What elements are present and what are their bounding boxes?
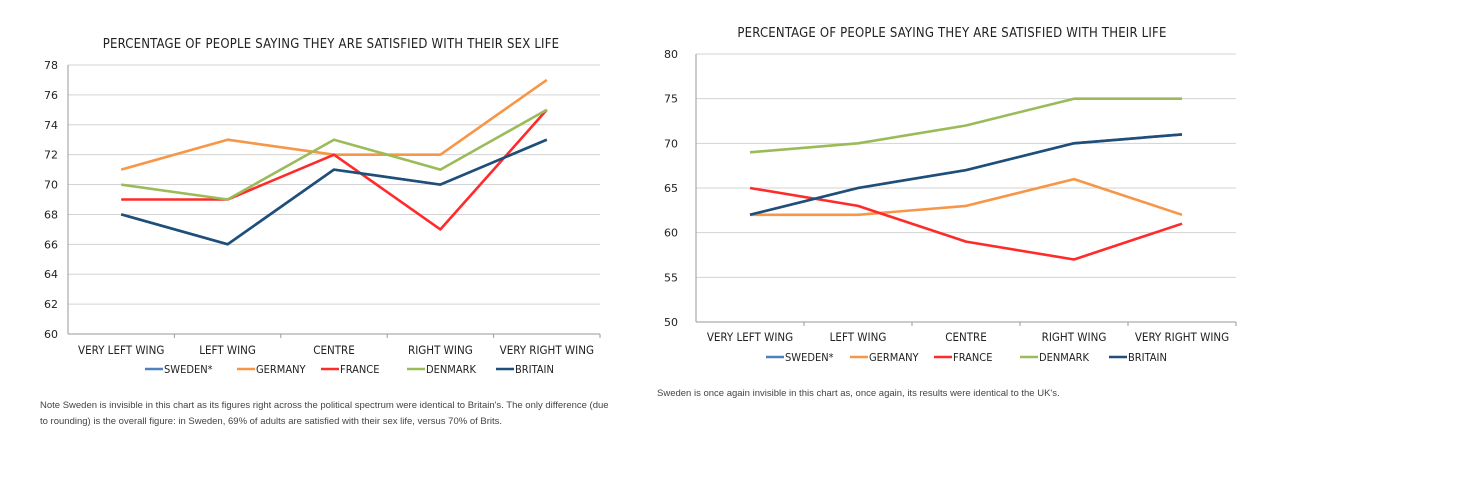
series-line-denmark (121, 108, 548, 201)
legend-label: FRANCE (953, 351, 992, 364)
x-tick-label: VERY RIGHT WING (500, 343, 594, 357)
y-tick-label: 70 (664, 137, 678, 150)
x-tick-label: LEFT WING (199, 343, 256, 357)
legend-label: BRITAIN (1128, 351, 1167, 364)
chart-title: PERCENTAGE OF PEOPLE SAYING THEY ARE SAT… (103, 37, 559, 52)
x-tick-label: LEFT WING (830, 330, 887, 344)
y-tick-label: 70 (44, 179, 58, 192)
x-tick-label: CENTRE (945, 330, 987, 344)
y-tick-label: 55 (664, 271, 678, 284)
legend-label: SWEDEN* (785, 351, 834, 364)
y-tick-label: 60 (44, 328, 58, 341)
series-line-denmark (749, 97, 1182, 154)
life-satisfaction-chart-panel: PERCENTAGE OF PEOPLE SAYING THEY ARE SAT… (640, 0, 1280, 483)
x-tick-label: VERY LEFT WING (78, 343, 164, 357)
y-tick-label: 60 (664, 227, 678, 240)
legend-label: FRANCE (340, 363, 379, 376)
series-line-germany (750, 177, 1183, 217)
series-line-britain (120, 138, 548, 246)
x-tick-label: RIGHT WING (1042, 330, 1107, 344)
legend-label: BRITAIN (515, 363, 554, 376)
series-line-britain (749, 133, 1183, 217)
y-tick-label: 64 (44, 268, 58, 281)
y-tick-label: 50 (664, 316, 678, 329)
legend-label: DENMARK (1039, 351, 1089, 364)
y-tick-label: 76 (44, 89, 58, 102)
life-satisfaction-chart: PERCENTAGE OF PEOPLE SAYING THEY ARE SAT… (664, 26, 1237, 364)
y-tick-label: 65 (664, 182, 678, 195)
legend-label: DENMARK (426, 363, 476, 376)
legend-label: GERMANY (869, 351, 920, 364)
chart-title: PERCENTAGE OF PEOPLE SAYING THEY ARE SAT… (737, 26, 1166, 41)
sex-life-chart-note: Note Sweden is invisible in this chart a… (40, 400, 609, 427)
y-tick-label: 68 (44, 208, 58, 221)
y-tick-label: 62 (44, 298, 58, 311)
x-tick-label: RIGHT WING (408, 343, 473, 357)
y-tick-label: 74 (44, 119, 58, 132)
y-tick-label: 80 (664, 48, 678, 61)
y-tick-label: 72 (44, 149, 58, 162)
legend-label: GERMANY (256, 363, 307, 376)
x-tick-label: VERY LEFT WING (707, 330, 793, 344)
y-tick-label: 75 (664, 93, 678, 106)
series-line-france (121, 108, 548, 231)
x-tick-label: CENTRE (313, 343, 355, 357)
x-tick-label: VERY RIGHT WING (1135, 330, 1229, 344)
sex-life-chart: PERCENTAGE OF PEOPLE SAYING THEY ARE SAT… (44, 37, 601, 376)
y-tick-label: 66 (44, 238, 58, 251)
life-satisfaction-chart-note: Sweden is once again invisible in this c… (657, 388, 1060, 399)
series-line-france (749, 186, 1183, 261)
legend-label: SWEDEN* (164, 363, 213, 376)
y-tick-label: 78 (44, 59, 58, 72)
sex-life-chart-panel: PERCENTAGE OF PEOPLE SAYING THEY ARE SAT… (0, 0, 640, 483)
